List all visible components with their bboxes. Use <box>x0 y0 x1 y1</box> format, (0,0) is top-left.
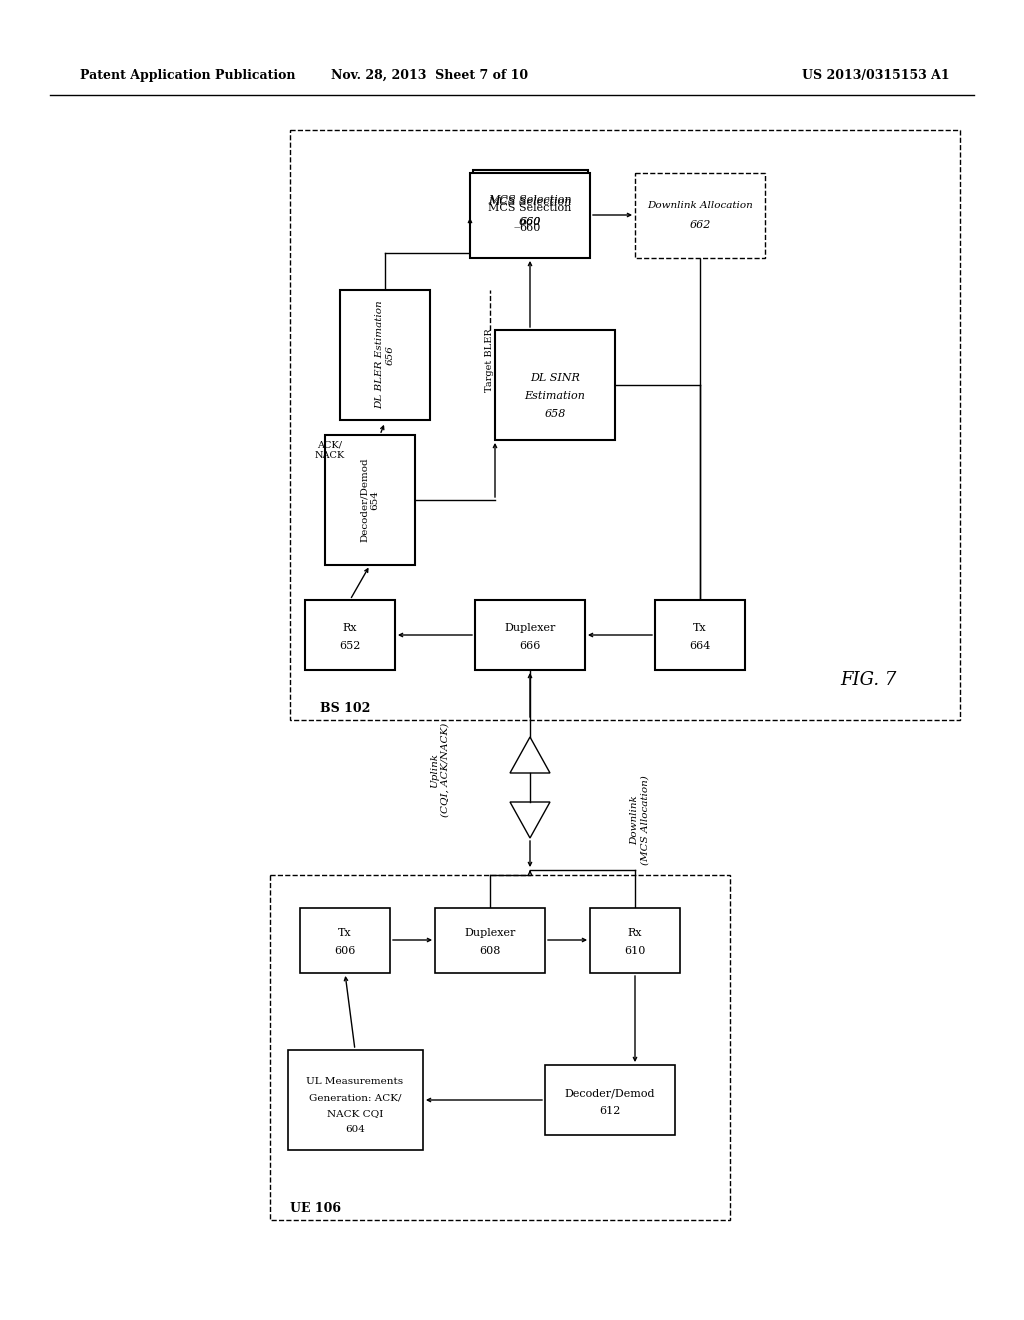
Text: 604: 604 <box>345 1126 365 1134</box>
Text: 612: 612 <box>599 1106 621 1115</box>
Text: NACK CQI: NACK CQI <box>327 1110 383 1118</box>
Text: MCS Selection: MCS Selection <box>488 203 571 213</box>
Text: Generation: ACK/: Generation: ACK/ <box>309 1093 401 1102</box>
Bar <box>325 436 415 565</box>
Text: Rx: Rx <box>628 928 642 939</box>
Bar <box>290 129 961 719</box>
Text: 608: 608 <box>479 946 501 956</box>
Text: Tx: Tx <box>338 928 352 939</box>
Text: Estimation: Estimation <box>524 391 586 401</box>
Bar <box>635 173 765 257</box>
Text: 662: 662 <box>689 220 711 230</box>
Bar <box>305 601 395 671</box>
Bar <box>475 601 585 671</box>
Text: 666: 666 <box>519 642 541 651</box>
Text: Rx: Rx <box>343 623 357 634</box>
Bar <box>655 601 745 671</box>
Text: Patent Application Publication: Patent Application Publication <box>80 69 296 82</box>
Bar <box>590 908 680 973</box>
Text: DL BLER Estimation
656: DL BLER Estimation 656 <box>376 301 394 409</box>
Text: Tx: Tx <box>693 623 707 634</box>
Bar <box>470 173 590 257</box>
Text: 660: 660 <box>519 216 541 227</box>
Text: UE 106: UE 106 <box>290 1201 341 1214</box>
Text: 606: 606 <box>334 946 355 956</box>
Text: 652: 652 <box>339 642 360 651</box>
Text: ACK/
NACK: ACK/ NACK <box>314 441 345 459</box>
Text: MCS Selection: MCS Selection <box>488 197 571 207</box>
Text: Decoder/Demod
654: Decoder/Demod 654 <box>360 458 380 543</box>
Bar <box>472 170 588 249</box>
Text: UL Measurements: UL Measurements <box>306 1077 403 1086</box>
Text: 658: 658 <box>545 409 565 418</box>
Text: Downlink
(MCS Allocation): Downlink (MCS Allocation) <box>631 775 649 865</box>
Text: 664: 664 <box>689 642 711 651</box>
Text: Downlink Allocation: Downlink Allocation <box>647 201 753 210</box>
Text: BS 102: BS 102 <box>319 701 371 714</box>
Text: Uplink
(CQI, ACK/NACK): Uplink (CQI, ACK/NACK) <box>430 723 450 817</box>
Bar <box>545 1065 675 1135</box>
Bar <box>270 875 730 1220</box>
Bar <box>300 908 390 973</box>
Text: 610: 610 <box>625 946 646 956</box>
Bar <box>495 330 615 440</box>
Text: 660: 660 <box>519 223 541 234</box>
Text: Duplexer: Duplexer <box>464 928 516 939</box>
Text: Decoder/Demod: Decoder/Demod <box>565 1088 655 1098</box>
Text: Target BLER: Target BLER <box>485 329 495 392</box>
Bar <box>340 290 430 420</box>
Text: ̲660: ̲660 <box>519 216 541 227</box>
Text: DL SINR: DL SINR <box>530 374 580 383</box>
Text: Nov. 28, 2013  Sheet 7 of 10: Nov. 28, 2013 Sheet 7 of 10 <box>332 69 528 82</box>
Text: FIG. 7: FIG. 7 <box>840 671 896 689</box>
Text: Duplexer: Duplexer <box>504 623 556 634</box>
Bar <box>435 908 545 973</box>
Text: MCS Selection: MCS Selection <box>488 195 571 205</box>
Bar <box>288 1049 423 1150</box>
Text: US 2013/0315153 A1: US 2013/0315153 A1 <box>803 69 950 82</box>
